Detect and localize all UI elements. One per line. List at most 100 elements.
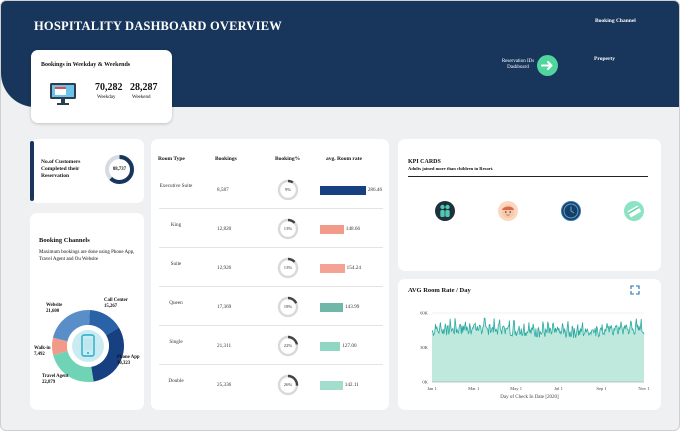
weekday-bookings-value: 70,282 xyxy=(95,82,123,93)
reservation-nav-button[interactable] xyxy=(537,55,558,76)
kpi-subtitle: Adults joined more than children in Reso… xyxy=(408,166,494,171)
room-rate-value: 148.66 xyxy=(345,226,361,232)
bookings-cell: 8,587 xyxy=(217,187,229,193)
kpi-avg-stay-unit: Days xyxy=(544,235,558,241)
channel-label-walk-in: Walk-in 7,492 xyxy=(34,346,51,357)
customers-completed-value: 88,737 xyxy=(112,167,127,172)
weekend-label: Weekend xyxy=(132,95,151,100)
booking-channels-card: Booking Channels Maximum bookings are do… xyxy=(30,213,144,410)
bookings-cell: 12,820 xyxy=(217,226,232,232)
kpi-divider xyxy=(408,176,648,177)
bookings-cell: 25,336 xyxy=(217,382,232,388)
room-rate-value: 154.24 xyxy=(346,265,361,271)
kpi-avg-stay-label: AVG Stay Duration xyxy=(538,244,577,249)
avg-room-rate-line-chart: 0K 30K 60K Jan 1 Mar 1 May 1 Jul 1 Sep 1 Nov 1 xyxy=(420,311,650,391)
series-area xyxy=(432,318,644,382)
kpi-avg-room-rate: 147.2 AVG Room rate xyxy=(595,194,651,262)
room-type-cell: King xyxy=(170,222,182,228)
booking-pct-ring xyxy=(277,374,299,396)
donut-segment-phone-app xyxy=(91,327,124,382)
x-tick-label: Sep 1 xyxy=(596,386,607,391)
booking-pct-arc xyxy=(277,296,299,318)
channel-label-phone-app: Phone App 30,323 xyxy=(117,355,140,366)
table-row: Single 21,311 22% 127.00 xyxy=(159,328,383,365)
kpi-avg-stay: 7 Days AVG Stay Duration xyxy=(532,194,588,262)
booking-pct-ring xyxy=(277,296,299,318)
card-accent-bar xyxy=(30,141,34,201)
room-type-table: Room Type Bookings Booking% avg. Room ra… xyxy=(151,139,389,410)
booking-pct-ring xyxy=(277,218,299,240)
room-rate-bar xyxy=(320,303,344,312)
kpi-total-adults: 247K Total Adults xyxy=(406,194,462,262)
room-rate-value: 286.46 xyxy=(367,187,383,193)
bookings-cell: 12,926 xyxy=(217,265,232,271)
kpi-total-adults-value: 247K xyxy=(412,231,433,241)
room-rate-value: 127.00 xyxy=(342,343,357,349)
x-tick-label: Mar 1 xyxy=(468,386,480,391)
booking-pct-arc xyxy=(277,179,299,201)
booking-pct-label: 26% xyxy=(283,382,293,387)
donut-segment-website xyxy=(52,310,90,342)
booking-pct-arc xyxy=(277,257,299,279)
booking-channels-donut xyxy=(52,310,124,382)
channel-label-travel-agent: Travel Agent 22,879 xyxy=(42,374,69,385)
row-divider xyxy=(159,247,383,248)
booking-pct-label: 9% xyxy=(284,187,292,192)
room-rate-value: 142.11 xyxy=(344,382,359,388)
room-rate-bar xyxy=(320,264,345,273)
card-icon xyxy=(624,201,644,221)
table-row: Queen 17,369 18% 143.99 xyxy=(159,289,383,326)
weekend-bookings-value: 28,287 xyxy=(130,82,158,93)
booking-pct-label: 13% xyxy=(283,265,293,270)
page-title: HOSPITALITY DASHBOARD OVERVIEW xyxy=(34,19,282,33)
kpi-title: KPI CARDS xyxy=(408,159,441,165)
bookings-weekday-weekend-card: Bookings in Weekday & Weekends 70,282 We… xyxy=(31,50,172,123)
donut-segment-walk-in xyxy=(52,337,68,356)
room-type-cell: Suite xyxy=(170,261,182,267)
bookings-cell: 21,311 xyxy=(217,343,232,349)
booking-pct-label: 13% xyxy=(283,226,293,231)
nav-booking-channel[interactable]: Booking Channel xyxy=(595,18,636,24)
header-room-type: Room Type xyxy=(158,156,185,162)
room-rate-bar xyxy=(320,186,366,195)
weekday-label: Weekday xyxy=(97,95,116,100)
arrow-right-icon xyxy=(541,61,553,70)
nav-property[interactable]: Property xyxy=(594,56,615,62)
room-type-cell: Double xyxy=(168,378,184,384)
expand-icon[interactable] xyxy=(630,285,640,295)
bookings-card-title: Bookings in Weekday & Weekends xyxy=(41,62,131,68)
x-tick-label: Jan 1 xyxy=(427,386,437,391)
x-tick-label: Nov 1 xyxy=(638,386,650,391)
booking-pct-label: 22% xyxy=(283,343,293,348)
row-divider xyxy=(159,364,383,365)
phone-icon xyxy=(81,334,95,357)
kpi-total-adults-label: Total Adults xyxy=(412,244,436,249)
booking-pct-ring xyxy=(277,257,299,279)
header-avg-room-rate: avg. Room rate xyxy=(326,156,362,162)
customers-ring-arc xyxy=(105,155,134,184)
donut-segment-travel-agent xyxy=(53,351,94,382)
booking-pct-arc xyxy=(277,374,299,396)
row-divider xyxy=(159,208,383,209)
series-line xyxy=(431,317,645,338)
table-row: Suite 12,926 13% 154.24 xyxy=(159,250,383,287)
avg-room-rate-chart-card: AVG Room Rate / Day 0K 30K 60K Jan 1 Mar 1 Ma… xyxy=(398,279,661,410)
table-row: King 12,820 13% 148.66 xyxy=(159,211,383,248)
room-rate-value: 143.99 xyxy=(345,304,360,310)
row-divider xyxy=(159,325,383,326)
reservation-dashboard-link[interactable]: Reservation IDs Dashboard xyxy=(496,59,540,71)
computer-calendar-icon xyxy=(50,83,76,105)
header-bookings: Bookings xyxy=(215,156,237,162)
y-tick-label: 30K xyxy=(420,345,429,350)
kpi-total-children: 246K Total Children xyxy=(469,194,525,262)
room-rate-bar xyxy=(320,225,344,234)
channel-label-call-center: Call Center 15,267 xyxy=(104,298,128,309)
booking-channels-description: Maximum bookings are done using Phone Ap… xyxy=(39,250,135,262)
customers-completed-label: No.of Customers Completed their Reservat… xyxy=(41,159,81,179)
table-row: Double 25,336 26% 142.11 xyxy=(159,367,383,404)
kpi-avg-room-rate-label: AVG Room rate xyxy=(601,244,633,249)
kpi-avg-room-rate-value: 147.2 xyxy=(601,231,622,241)
y-tick-label: 0K xyxy=(422,380,428,385)
y-tick-label: 60K xyxy=(420,311,429,316)
